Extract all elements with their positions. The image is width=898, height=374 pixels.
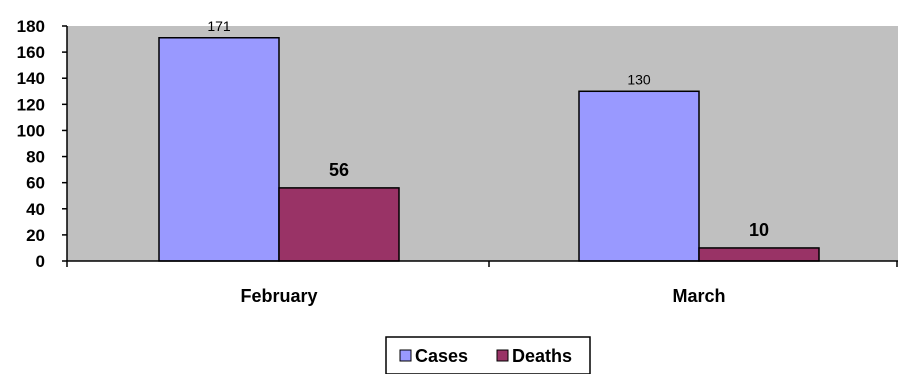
y-tick-label: 20 [26, 226, 45, 245]
x-tick-label-march: March [672, 286, 725, 306]
y-tick-label: 120 [17, 95, 45, 114]
x-tick-label-february: February [240, 286, 317, 306]
bar-deaths-march [698, 247, 820, 262]
y-tick-label: 180 [17, 17, 45, 36]
legend-label-deaths: Deaths [512, 346, 572, 366]
y-tick-label: 40 [26, 200, 45, 219]
y-tick-label: 160 [17, 43, 45, 62]
legend-label-cases: Cases [415, 346, 468, 366]
bar-cases-march [578, 90, 700, 262]
y-tick-label: 60 [26, 174, 45, 193]
y-tick-label: 140 [17, 69, 45, 88]
bar-deaths-february [278, 187, 400, 262]
legend-swatch-deaths [496, 349, 509, 362]
legend-swatch-cases [399, 349, 412, 362]
legend-box [385, 336, 591, 374]
legend: Cases Deaths [385, 336, 591, 374]
data-label-cases-march: 130 [627, 71, 651, 87]
data-label-deaths-march: 10 [749, 220, 769, 240]
data-label-deaths-february: 56 [329, 160, 349, 180]
data-label-cases-february: 171 [207, 18, 231, 34]
bars-group [158, 37, 820, 262]
y-tick-label: 100 [17, 121, 45, 140]
axes-group: 0 20 40 60 80 100 120 140 160 180 [17, 17, 898, 271]
labels-group: 171 56 February 130 10 March [207, 18, 769, 306]
y-tick-label: 0 [36, 252, 45, 271]
bar-cases-february [158, 37, 280, 262]
y-tick-label: 80 [26, 148, 45, 167]
